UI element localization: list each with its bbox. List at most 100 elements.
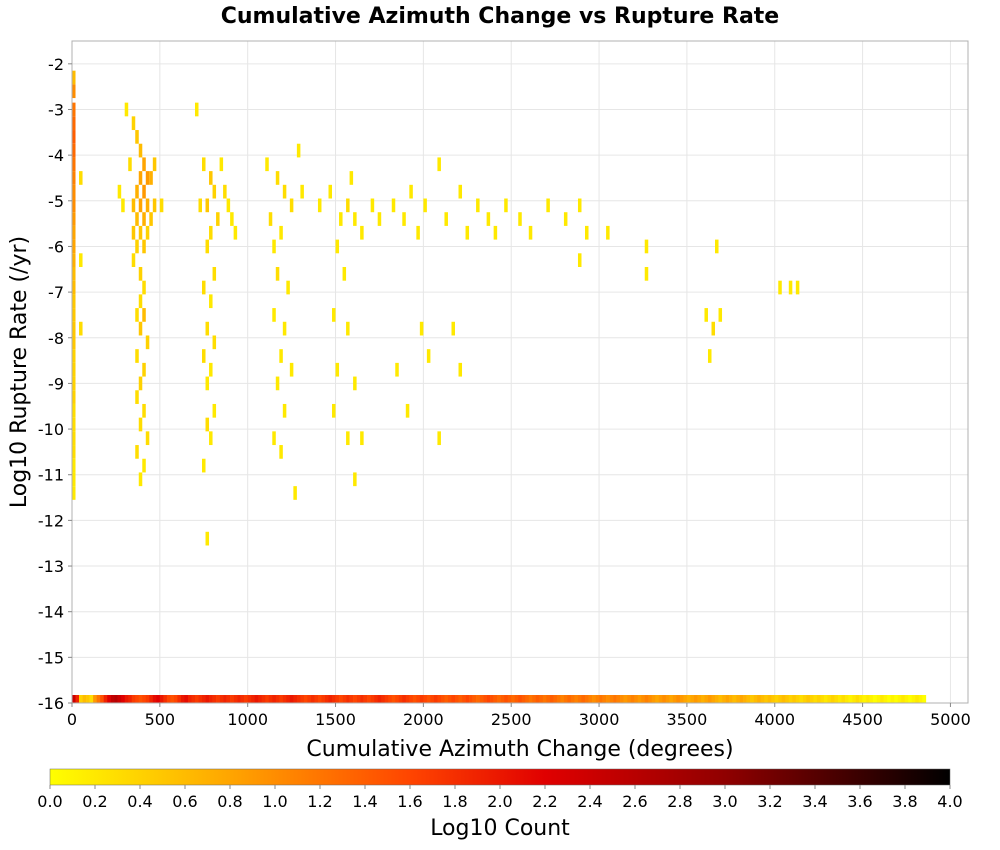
floor-row-cell — [493, 695, 498, 703]
heatmap-cell — [212, 335, 217, 350]
floor-row-cell — [486, 695, 491, 703]
floor-row-cell — [567, 695, 572, 703]
floor-row-cell — [173, 695, 178, 703]
floor-row-cell — [736, 695, 740, 703]
heatmap-cell — [72, 308, 76, 322]
floor-row-cell — [430, 695, 435, 703]
floor-row-cell — [528, 695, 533, 703]
floor-row-cell — [500, 695, 505, 703]
colorbar-tick-label: 0.2 — [82, 792, 107, 811]
heatmap-cell — [135, 308, 139, 322]
heatmap-cell — [346, 431, 350, 446]
heatmap-cell — [209, 225, 213, 240]
heatmap-cell — [138, 143, 143, 158]
floor-row-cell — [707, 695, 712, 703]
floor-row-cell — [124, 695, 129, 703]
heatmap-cell — [138, 321, 143, 336]
heatmap-cell — [72, 171, 76, 185]
floor-row-cell — [72, 695, 76, 703]
colorbar-tick-label: 4.0 — [937, 792, 962, 811]
heatmap-cell — [145, 171, 150, 185]
colorbar-tick-label: 0.6 — [172, 792, 197, 811]
floor-row-cell — [845, 695, 849, 703]
heatmap-cell — [332, 403, 336, 418]
floor-row-cell — [128, 695, 133, 703]
floor-row-cell — [641, 695, 646, 703]
heatmap-cell — [342, 266, 347, 281]
heatmap-cell — [349, 171, 354, 185]
floor-row-cell — [890, 695, 895, 703]
floor-row-cell — [679, 695, 684, 703]
heatmap-cell — [72, 253, 76, 267]
heatmap-cell — [216, 212, 220, 226]
floor-row-cell — [360, 695, 364, 703]
heatmap-cell — [275, 376, 280, 391]
floor-row-cell — [753, 695, 758, 703]
heatmap-cell — [209, 294, 213, 309]
heatmap-cell — [135, 390, 139, 404]
heatmap-cell — [711, 321, 716, 336]
floor-row-cell — [760, 695, 765, 703]
heatmap-cell — [518, 212, 522, 226]
floor-row-cell — [156, 695, 161, 703]
heatmap-cell — [282, 321, 287, 336]
floor-row-cell — [180, 695, 185, 703]
floor-row-cell — [504, 695, 509, 703]
floor-row-cell — [532, 695, 537, 703]
floor-row-cell — [599, 695, 603, 703]
heatmap-cell — [718, 308, 723, 322]
heatmap-cell — [72, 321, 76, 336]
heatmap-cell — [142, 403, 146, 418]
floor-row-cell — [159, 695, 164, 703]
floor-row-cell — [117, 695, 122, 703]
floor-row-cell — [465, 695, 470, 703]
floor-row-cell — [542, 695, 547, 703]
floor-row-cell — [233, 695, 238, 703]
floor-row-cell — [272, 695, 277, 703]
floor-row-cell — [212, 695, 217, 703]
floor-row-cell — [873, 695, 877, 703]
colorbar-tick-label: 1.2 — [307, 792, 332, 811]
floor-row-cell — [922, 695, 927, 703]
floor-row-cell — [539, 695, 544, 703]
floor-row-cell — [145, 695, 150, 703]
floor-row-cell — [743, 695, 747, 703]
y-tick-label: -14 — [38, 603, 64, 622]
y-tick-label: -3 — [48, 100, 64, 119]
heatmap-cell — [300, 184, 304, 199]
floor-row-cell — [718, 695, 723, 703]
colorbar-tick-label: 1.0 — [262, 792, 287, 811]
floor-row-cell — [697, 695, 702, 703]
floor-row-cell — [423, 695, 428, 703]
floor-row-cell — [585, 695, 589, 703]
y-axis-title: Log10 Rupture Rate (/yr) — [7, 236, 32, 508]
colorbar-tick-label: 3.6 — [847, 792, 872, 811]
floor-row-cell — [686, 695, 691, 703]
floor-row-cell — [830, 695, 835, 703]
colorbar-tick-label: 3.8 — [892, 792, 917, 811]
colorbar-tick-label: 3.4 — [802, 792, 827, 811]
heatmap-cell — [360, 225, 364, 240]
floor-row-cell — [827, 695, 832, 703]
heatmap-cell — [138, 266, 143, 281]
floor-row-cell — [135, 695, 140, 703]
floor-row-cell — [142, 695, 147, 703]
floor-row-cell — [553, 695, 558, 703]
floor-row-cell — [240, 695, 245, 703]
heatmap-cell — [72, 417, 76, 432]
x-tick-label: 3500 — [667, 710, 708, 729]
heatmap-cell — [149, 212, 153, 226]
x-tick-label: 1000 — [227, 710, 268, 729]
heatmap-cell — [142, 458, 146, 473]
heatmap-cell — [493, 225, 498, 240]
heatmap-cell — [72, 390, 76, 404]
floor-row-cell — [223, 695, 227, 703]
heatmap-cell — [72, 157, 76, 172]
colorbar-tick-label: 2.6 — [622, 792, 647, 811]
floor-row-cell — [314, 695, 319, 703]
heatmap-cell — [644, 239, 649, 254]
colorbar-tick-label: 1.6 — [397, 792, 422, 811]
colorbar-tick-label: 2.0 — [487, 792, 512, 811]
floor-row-cell — [293, 695, 298, 703]
floor-row-cell — [317, 695, 322, 703]
